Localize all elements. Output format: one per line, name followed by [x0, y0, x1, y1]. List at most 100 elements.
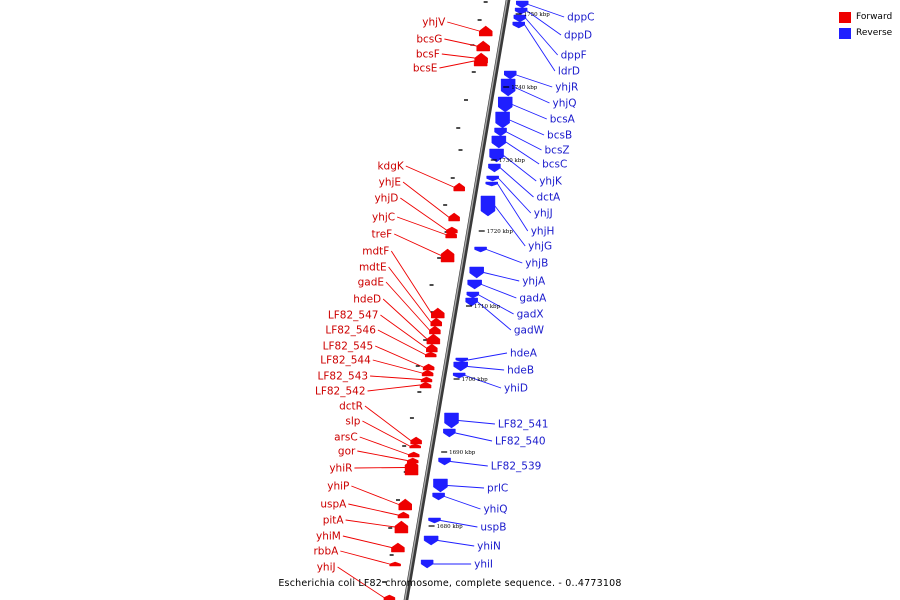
reverse-gene-yhiN[interactable]: yhiN [423, 535, 501, 553]
forward-gene-LF82_543[interactable]: LF82_543 [318, 371, 433, 383]
kbp-label: 1740 kbp [511, 85, 538, 91]
forward-gene-yhiR[interactable]: yhiR [329, 459, 419, 476]
legend-forward: Forward [839, 9, 892, 25]
chromosome-backbone [403, 0, 511, 600]
reverse-gene-gadA[interactable]: gadA [467, 279, 547, 305]
reverse-gene-yhjJ[interactable]: yhjJ [486, 175, 553, 220]
kbp-label: 1720 kbp [487, 229, 514, 235]
forward-gene-LF82_545[interactable]: LF82_545 [323, 341, 435, 371]
reverse-gene-dppF[interactable]: dppF [513, 14, 587, 62]
forward-gene-label: dctR [339, 401, 363, 413]
forward-gene-uspA[interactable]: uspA [320, 499, 410, 519]
forward-gene-yhjV[interactable]: yhjV [422, 17, 493, 37]
kbp-label: 1690 kbp [449, 450, 476, 456]
forward-gene-hdeD[interactable]: hdeD [353, 294, 441, 345]
reverse-gene-uspB[interactable]: uspB [428, 517, 507, 534]
forward-gene-label: yhiJ [317, 562, 336, 574]
reverse-gene-prlC[interactable]: prlC [433, 478, 508, 495]
reverse-gene-bcsA[interactable]: bcsA [497, 96, 576, 126]
reverse-gene-dppD[interactable]: dppD [514, 7, 592, 42]
reverse-gene-yhjK[interactable]: yhjK [489, 148, 563, 188]
forward-gene-label: bcsE [413, 63, 438, 75]
reverse-gene-yhjH[interactable]: yhjH [485, 181, 555, 238]
forward-gene-label: gadE [358, 277, 384, 289]
reverse-gene-label: yhjG [528, 241, 552, 253]
reverse-gene-label: dppF [561, 50, 587, 62]
forward-gene-label: LF82_546 [325, 325, 376, 337]
forward-gene-yhiJ[interactable]: yhiJ [317, 562, 396, 600]
reverse-gene-label: LF82_540 [495, 436, 546, 448]
reverse-gene-label: yhjJ [534, 208, 553, 220]
forward-gene-kdgK[interactable]: kdgK [377, 161, 465, 192]
reverse-gene-hdeB[interactable]: hdeB [453, 361, 534, 377]
reverse-gene-label: LF82_541 [498, 419, 549, 431]
forward-gene-gadE[interactable]: gadE [358, 277, 441, 335]
forward-gene-rbbA[interactable]: rbbA [313, 546, 401, 567]
forward-gene-label: rbbA [313, 546, 339, 558]
forward-gene-label: mdtF [362, 246, 389, 258]
forward-gene-label: hdeD [353, 294, 381, 306]
forward-gene-bcsE[interactable]: bcsE [413, 55, 488, 75]
reverse-gene-LF82_540[interactable]: LF82_540 [443, 428, 546, 448]
reverse-gene-label: yhjK [539, 176, 563, 188]
forward-gene-label: yhiR [329, 463, 352, 475]
forward-gene-label: slp [345, 416, 360, 428]
reverse-gene-label: hdeA [510, 348, 538, 360]
forward-gene-yhjD[interactable]: yhjD [374, 193, 458, 234]
forward-gene-arsC[interactable]: arsC [334, 432, 420, 458]
forward-gene-yhiM[interactable]: yhiM [316, 531, 405, 553]
reverse-gene-label: yhiD [504, 383, 528, 395]
reverse-gene-yhjB[interactable]: yhjB [474, 246, 549, 270]
reverse-gene-bcsC[interactable]: bcsC [491, 135, 568, 171]
forward-gene-gor[interactable]: gor [338, 446, 419, 464]
reverse-gene-gadX[interactable]: gadX [466, 291, 544, 321]
forward-gene-label: arsC [334, 432, 358, 444]
forward-gene-yhiP[interactable]: yhiP [327, 481, 412, 511]
forward-gene-dctR[interactable]: dctR [339, 401, 422, 445]
forward-gene-yhjE[interactable]: yhjE [379, 177, 460, 222]
reverse-gene-label: bcsB [547, 130, 572, 142]
kbp-label: 1710 kbp [474, 304, 501, 310]
reverse-gene-yhjG[interactable]: yhjG [480, 195, 552, 253]
forward-gene-LF82_547[interactable]: LF82_547 [328, 310, 438, 353]
reverse-gene-hdeA[interactable]: hdeA [455, 348, 538, 363]
sequence-caption: Escherichia coli LF82 chromosome, comple… [278, 578, 622, 589]
forward-gene-label: LF82_543 [318, 371, 369, 383]
reverse-gene-label: dppD [564, 30, 592, 42]
forward-gene-treF[interactable]: treF [372, 229, 455, 263]
reverse-gene-yhiI[interactable]: yhiI [420, 559, 493, 571]
reverse-gene-LF82_539[interactable]: LF82_539 [438, 457, 542, 473]
reverse-gene-LF82_541[interactable]: LF82_541 [444, 412, 549, 431]
forward-gene-slp[interactable]: slp [345, 416, 421, 449]
reverse-gene-yhiD[interactable]: yhiD [452, 372, 528, 395]
reverse-gene-label: yhjQ [552, 98, 576, 110]
forward-gene-LF82_546[interactable]: LF82_546 [325, 325, 437, 358]
reverse-gene-label: yhiI [474, 559, 493, 571]
reverse-gene-dppC[interactable]: dppC [515, 0, 594, 24]
reverse-gene-label: yhjB [525, 258, 548, 270]
forward-gene-LF82_542[interactable]: LF82_542 [315, 381, 432, 398]
forward-gene-label: mdtE [359, 262, 387, 274]
reverse-gene-bcsZ[interactable]: bcsZ [494, 127, 570, 157]
forward-gene-label: yhiP [327, 481, 349, 493]
forward-gene-pitA[interactable]: pitA [323, 515, 409, 534]
reverse-gene-gadW[interactable]: gadW [465, 297, 545, 337]
reverse-gene-bcsB[interactable]: bcsB [495, 111, 573, 142]
forward-gene-LF82_544[interactable]: LF82_544 [320, 355, 434, 377]
forward-gene-label: yhjE [379, 177, 401, 189]
forward-gene-mdtF[interactable]: mdtF [362, 246, 445, 319]
reverse-gene-dctA[interactable]: dctA [488, 163, 561, 204]
forward-gene-label: yhjD [374, 193, 398, 205]
forward-gene-label: LF82_547 [328, 310, 379, 322]
strand-legend: Forward Reverse [839, 9, 892, 41]
forward-gene-yhjC[interactable]: yhjC [372, 212, 457, 239]
reverse-gene-label: LF82_539 [491, 461, 542, 473]
reverse-gene-yhjR[interactable]: yhjR [504, 70, 578, 94]
legend-reverse: Reverse [839, 25, 892, 41]
reverse-gene-yhjA[interactable]: yhjA [469, 266, 546, 288]
reverse-gene-ldrD[interactable]: ldrD [512, 21, 580, 78]
reverse-gene-yhiQ[interactable]: yhiQ [432, 492, 508, 516]
forward-gene-bcsG[interactable]: bcsG [416, 34, 490, 52]
forward-gene-mdtE[interactable]: mdtE [359, 262, 443, 327]
